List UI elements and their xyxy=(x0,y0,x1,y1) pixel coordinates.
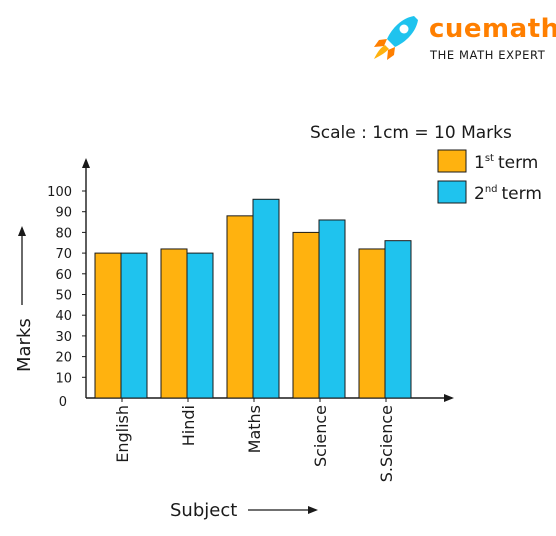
y-tick-label: 0 xyxy=(59,395,67,410)
bar-science-series-2 xyxy=(318,219,346,399)
y-tick-label: 10 xyxy=(55,371,72,386)
brand-tagline: THE MATH EXPERT xyxy=(430,48,546,62)
y-tick-label: 100 xyxy=(47,185,72,200)
brand-name: cuemath xyxy=(429,14,556,44)
x-tick-label: Hindi xyxy=(179,405,198,446)
rocket-icon xyxy=(370,12,422,66)
x-tick-label: English xyxy=(113,405,132,463)
y-tick-label: 20 xyxy=(55,351,72,366)
bar-sscience-series-1 xyxy=(358,248,386,399)
y-tick-label: 40 xyxy=(55,309,72,324)
scale-note: Scale : 1cm = 10 Marks xyxy=(310,123,512,143)
y-tick-label: 70 xyxy=(55,247,72,262)
y-tick-label: 60 xyxy=(55,268,72,283)
legend: 1st term 2nd term xyxy=(437,149,542,204)
y-tick-label: 80 xyxy=(55,226,72,241)
x-tick-labels: English Hindi Maths Science S.Science xyxy=(113,398,396,482)
legend-label-1st-term: 1st term xyxy=(474,153,538,173)
bar-sscience-series-2 xyxy=(384,240,412,399)
y-tick-label: 50 xyxy=(55,289,72,304)
bar-maths-series-1 xyxy=(226,215,254,399)
x-axis-title: Subject xyxy=(170,500,237,521)
bar-hindi-series-2 xyxy=(186,252,214,399)
legend-swatch-1st-term xyxy=(437,149,467,173)
bar-hindi-series-1 xyxy=(160,248,188,399)
bar-english-series-2 xyxy=(120,252,148,399)
legend-swatch-2nd-term xyxy=(437,180,467,204)
y-tick-label: 90 xyxy=(55,206,72,221)
bar-english-series-1 xyxy=(94,252,122,399)
bar-science-series-1 xyxy=(292,231,320,399)
y-axis-title: Marks xyxy=(14,318,35,372)
bars xyxy=(94,198,412,399)
y-tick-labels: 0 10 20 30 40 50 60 70 80 90 100 xyxy=(47,185,86,410)
x-tick-label: Maths xyxy=(245,405,264,453)
x-tick-label: Science xyxy=(311,405,330,467)
y-tick-label: 30 xyxy=(55,330,72,345)
bar-maths-series-2 xyxy=(252,198,280,399)
legend-label-2nd-term: 2nd term xyxy=(474,184,542,204)
x-tick-label: S.Science xyxy=(377,405,396,482)
